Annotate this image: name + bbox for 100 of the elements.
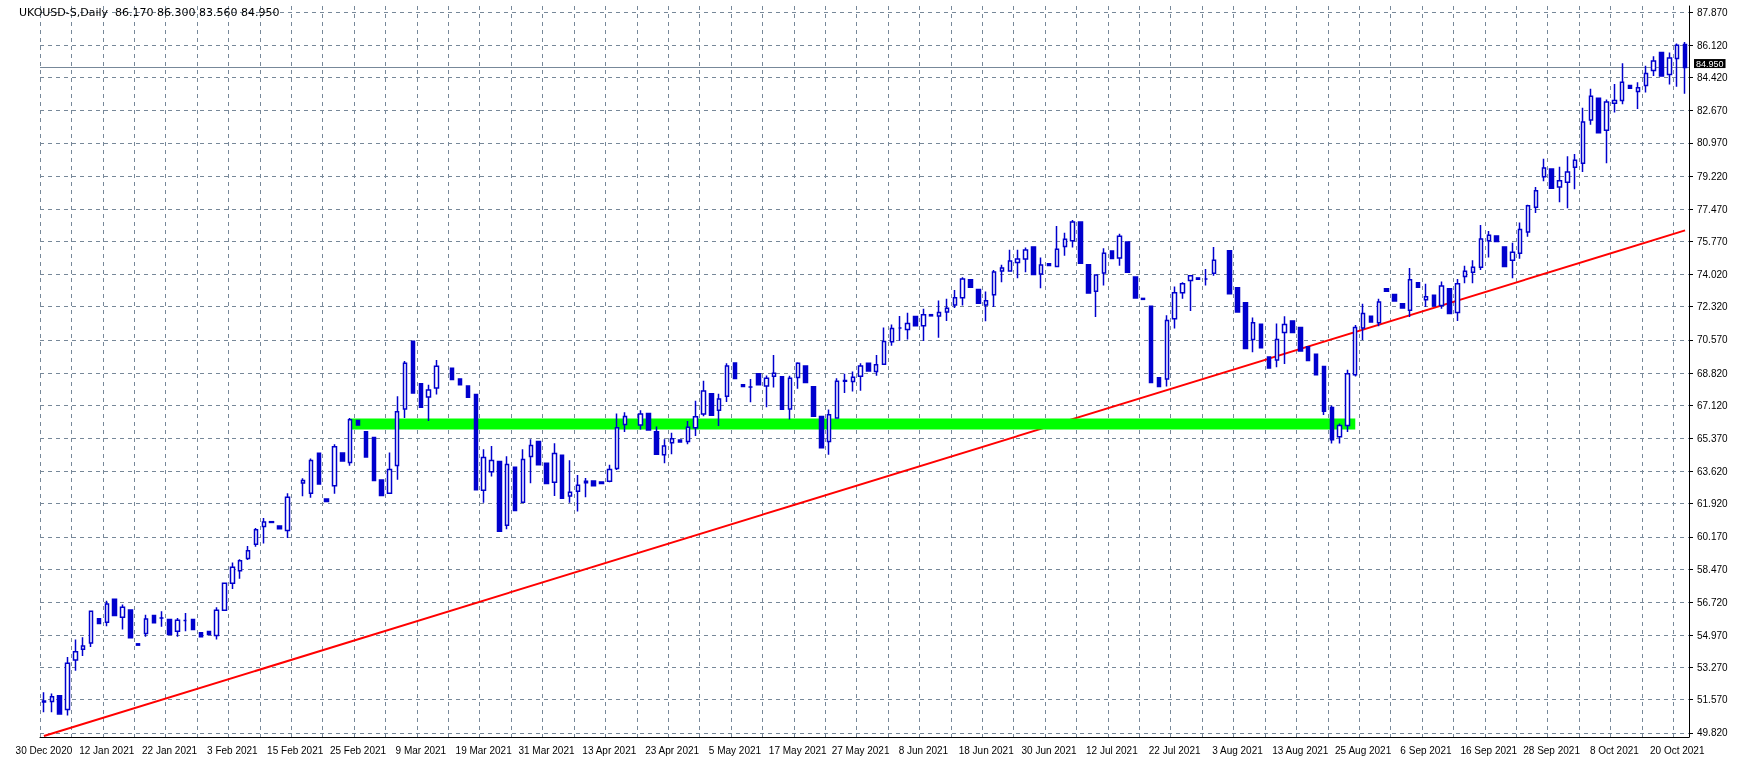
candlestick: [1258, 323, 1264, 349]
candlestick: [182, 612, 188, 632]
candlestick: [740, 384, 746, 388]
candlestick: [991, 269, 997, 308]
candlestick: [999, 263, 1005, 284]
candlestick: [1195, 277, 1201, 281]
candlestick: [1179, 281, 1186, 300]
candlestick: [488, 445, 495, 478]
candlestick: [551, 442, 558, 497]
candlestick: [1415, 282, 1421, 288]
y-tick-label: 72.320: [1697, 301, 1729, 313]
candlestick: [1038, 256, 1044, 289]
candlestick: [496, 460, 503, 533]
candlestick: [724, 362, 730, 403]
x-tick-label: 16 Sep 2021: [1460, 744, 1518, 756]
candlestick: [1062, 231, 1068, 257]
candlestick: [1156, 377, 1162, 388]
candlestick: [826, 408, 832, 456]
candlestick: [1470, 259, 1476, 284]
candlestick: [685, 420, 691, 445]
candlestick: [276, 525, 283, 530]
candlestick: [151, 614, 157, 624]
y-tick-label: 63.620: [1697, 465, 1729, 477]
candlestick: [1376, 298, 1382, 327]
candlestick: [1289, 320, 1296, 334]
candlestick: [1431, 294, 1437, 307]
candlestick: [127, 609, 134, 639]
candlestick: [1336, 422, 1343, 445]
candlestick: [1274, 322, 1280, 368]
candlestick: [1344, 369, 1351, 433]
candlestick: [1022, 246, 1029, 274]
candlestick: [433, 359, 440, 396]
candlestick: [787, 375, 793, 421]
x-tick-label: 22 Jan 2021: [142, 744, 198, 756]
candlestick: [912, 315, 919, 327]
candlestick: [1423, 283, 1429, 308]
candlestick: [857, 362, 864, 392]
candlestick: [802, 365, 809, 384]
candlestick: [1383, 287, 1390, 292]
candlestick: [944, 298, 950, 322]
candlestick: [457, 378, 463, 386]
candlestick: [425, 384, 432, 422]
candlestick: [174, 617, 181, 638]
candlestick: [1069, 219, 1076, 249]
candlestick: [504, 455, 510, 530]
y-tick-label: 54.970: [1697, 629, 1729, 641]
candlestick: [1124, 241, 1131, 274]
candlestick: [677, 439, 683, 443]
candlestick: [528, 438, 534, 484]
candlestick: [818, 415, 825, 449]
candlestick: [567, 459, 573, 504]
x-tick-label: 25 Feb 2021: [329, 744, 387, 756]
candlestick: [559, 454, 565, 499]
candlestick: [402, 360, 408, 419]
candlestick: [1046, 262, 1052, 267]
candlestick: [645, 412, 652, 431]
ref-line-label: 84.950: [1696, 58, 1724, 69]
candlestick: [637, 409, 644, 431]
candlestick: [834, 377, 840, 419]
candlestick: [1305, 345, 1311, 362]
x-tick-label: 31 Mar 2021: [518, 744, 575, 756]
y-tick-label: 67.120: [1697, 399, 1729, 411]
candlestick: [1014, 248, 1021, 280]
x-tick-label: 12 Jan 2021: [79, 744, 135, 756]
candlestick: [1493, 235, 1500, 243]
candlestick: [308, 457, 314, 499]
candlestick: [763, 374, 770, 409]
candlestick: [1556, 166, 1563, 203]
candlestick: [1030, 246, 1037, 276]
candlestick: [881, 326, 887, 366]
candlestick: [104, 599, 110, 627]
candlestick: [543, 462, 550, 485]
candlestick: [575, 474, 581, 513]
candlestick: [1226, 250, 1233, 295]
candlestick: [1250, 316, 1256, 354]
candlestick: [253, 527, 259, 548]
candlestick: [339, 452, 346, 462]
candlestick: [936, 299, 942, 339]
candlestick: [72, 638, 79, 672]
candlestick: [1595, 97, 1602, 134]
candlestick: [1054, 225, 1060, 269]
x-tick-label: 30 Dec 2020: [15, 744, 73, 756]
candlestick: [1399, 302, 1406, 309]
candlestick: [1509, 241, 1516, 279]
candlestick: [158, 610, 165, 628]
y-tick-label: 53.270: [1697, 662, 1729, 673]
candlestick: [795, 361, 801, 390]
candlestick: [480, 448, 487, 504]
candlestick: [268, 520, 275, 524]
candlestick: [1360, 302, 1366, 341]
y-tick-label: 51.570: [1697, 694, 1729, 706]
candlestick: [1603, 98, 1610, 165]
candlestick: [904, 312, 911, 341]
candlestick: [284, 492, 291, 539]
candlestick: [229, 561, 236, 590]
candlestick: [1525, 204, 1531, 238]
x-tick-label: 25 Aug 2021: [1335, 744, 1392, 756]
y-tick-label: 58.470: [1697, 563, 1729, 575]
candlestick: [190, 618, 196, 631]
candlestick: [1101, 247, 1107, 287]
